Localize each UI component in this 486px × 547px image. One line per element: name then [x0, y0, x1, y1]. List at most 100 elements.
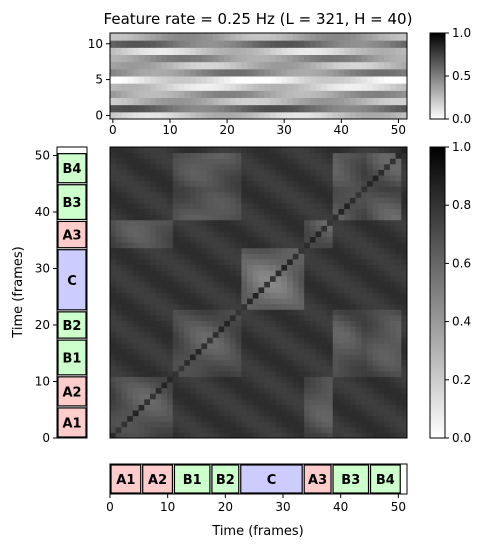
- ssm-cell: [292, 286, 299, 293]
- ssm-cell: [229, 337, 237, 344]
- feature-cell: [115, 90, 122, 98]
- ssm-cell: [355, 186, 362, 193]
- ssm-cell: [355, 382, 362, 389]
- ssm-cell: [195, 236, 202, 243]
- ssm-cell: [292, 426, 299, 433]
- ssm-cell: [241, 174, 248, 182]
- ssm-cell: [218, 326, 225, 333]
- feature-cell: [298, 83, 305, 91]
- ssm-cell: [287, 147, 294, 154]
- ssm-cell: [184, 382, 191, 389]
- ssm-cell: [389, 202, 397, 210]
- ssm-cell: [155, 253, 162, 260]
- feature-cell: [115, 68, 122, 77]
- ssm-cell: [269, 197, 277, 204]
- ssm-cell: [127, 342, 134, 349]
- feature-cell: [247, 33, 254, 41]
- ssm-cell: [338, 393, 345, 400]
- ssm-cell: [309, 219, 317, 226]
- ssm-cell: [224, 163, 231, 170]
- ssm-cell: [110, 169, 117, 176]
- feature-cell: [264, 76, 271, 84]
- ssm-cell: [172, 298, 180, 305]
- ssm-cell: [332, 410, 339, 417]
- ssm-cell: [252, 270, 259, 277]
- ssm-cell: [378, 331, 385, 338]
- ssm-cell: [218, 432, 225, 438]
- ssm-cell: [355, 208, 362, 215]
- ssm-cell: [367, 398, 374, 405]
- ssm-cell: [338, 314, 345, 321]
- ssm-cell: [155, 152, 162, 159]
- ssm-cell: [207, 326, 214, 333]
- ssm-cell: [110, 163, 117, 170]
- ssm-cell: [264, 253, 271, 260]
- ssm-cell: [389, 404, 397, 411]
- ssm-cell: [327, 326, 334, 333]
- ssm-cell: [332, 415, 339, 422]
- feature-cell: [149, 68, 157, 77]
- ssm-cell: [127, 331, 134, 338]
- ssm-cell: [338, 421, 345, 428]
- feature-cell: [224, 83, 231, 91]
- ssm-cell: [138, 258, 145, 266]
- ssm-cell: [287, 264, 294, 271]
- ssm-cell: [247, 186, 254, 193]
- ssm-cell: [401, 432, 407, 438]
- ssm-cell: [384, 337, 391, 344]
- ssm-cell: [161, 359, 168, 366]
- feature-cell: [201, 61, 208, 70]
- ssm-cell: [207, 247, 214, 254]
- ssm-cell: [155, 202, 162, 210]
- ssm-cell: [207, 225, 214, 232]
- ssm-cell: [127, 359, 134, 366]
- ssm-cell: [252, 365, 259, 372]
- ssm-cell: [252, 331, 259, 338]
- ssm-cell: [298, 398, 305, 405]
- ssm-cell: [349, 197, 357, 204]
- ssm-cell: [252, 225, 259, 232]
- ssm-cell: [212, 298, 220, 305]
- ssm-cell: [258, 180, 265, 187]
- ssm-cell: [189, 337, 197, 344]
- feature-cell: [378, 47, 385, 55]
- ssm-cell: [224, 286, 231, 293]
- feature-cell: [172, 54, 180, 63]
- ssm-cell: [355, 326, 362, 333]
- feature-cell: [207, 76, 214, 84]
- ssm-cell: [315, 208, 322, 215]
- ssm-cell: [201, 286, 208, 293]
- ssm-cell: [229, 208, 237, 215]
- ssm-cell: [264, 303, 271, 310]
- ssm-cell: [132, 275, 140, 282]
- ssm-cell: [201, 158, 208, 165]
- ssm-cell: [315, 309, 322, 316]
- ssm-cell: [315, 410, 322, 417]
- ssm-cell: [229, 247, 237, 254]
- ssm-cell: [189, 342, 197, 349]
- ssm-cell: [384, 326, 391, 333]
- feature-cell: [332, 68, 339, 77]
- ssm-cell: [355, 152, 362, 159]
- ssm-cell: [115, 169, 122, 176]
- feature-cell: [252, 90, 259, 98]
- ssm-cell: [378, 258, 385, 266]
- ssm-cell: [172, 337, 180, 344]
- ssm-cell: [401, 230, 407, 238]
- feature-cell: [344, 68, 351, 77]
- ssm-cell: [344, 286, 351, 293]
- ssm-cell: [275, 174, 282, 182]
- ssm-cell: [115, 398, 122, 405]
- feature-cell: [121, 111, 128, 119]
- ssm-cell: [258, 359, 265, 366]
- ssm-cell: [149, 309, 157, 316]
- ssm-cell: [321, 174, 328, 182]
- ssm-cell: [401, 298, 407, 305]
- feature-cell: [184, 111, 191, 119]
- ssm-cell: [132, 365, 140, 372]
- ssm-cell: [275, 387, 282, 394]
- tick-label: 20: [35, 318, 50, 332]
- ssm-cell: [401, 387, 407, 394]
- feature-cell: [258, 76, 265, 84]
- feature-cell: [372, 54, 379, 63]
